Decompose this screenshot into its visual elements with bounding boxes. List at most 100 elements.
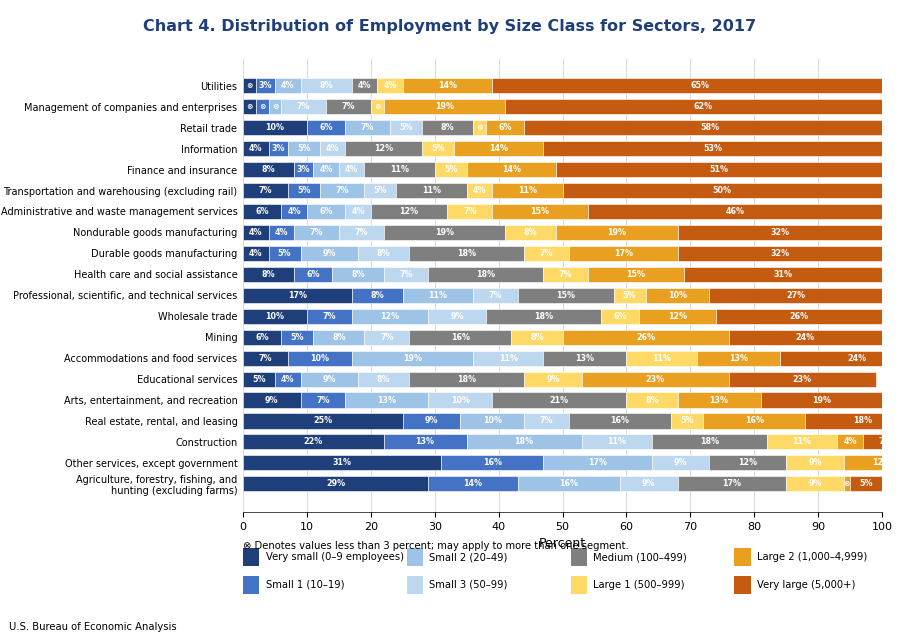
Bar	[473, 351, 544, 365]
Bar	[403, 413, 460, 429]
Text: Large 1 (500–999): Large 1 (500–999)	[593, 580, 685, 590]
Text: 3%: 3%	[297, 165, 310, 174]
Bar	[806, 413, 900, 429]
Bar	[243, 413, 403, 429]
Text: 5%: 5%	[444, 165, 457, 174]
Text: 4%: 4%	[357, 81, 371, 90]
Text: Chart 4. Distribution of Employment by Size Class for Sectors, 2017: Chart 4. Distribution of Employment by S…	[143, 19, 757, 34]
Bar	[377, 78, 403, 93]
Bar	[581, 372, 729, 387]
Text: 24%: 24%	[796, 333, 814, 342]
Bar	[652, 455, 709, 470]
Bar	[614, 288, 645, 303]
Text: 19%: 19%	[608, 228, 626, 237]
Text: 24%: 24%	[847, 354, 866, 363]
Bar	[243, 476, 428, 492]
Text: 11%: 11%	[390, 165, 410, 174]
Text: 12%: 12%	[381, 312, 400, 321]
Bar	[729, 372, 876, 387]
Text: Small 1 (10–19): Small 1 (10–19)	[266, 580, 344, 590]
Text: 14%: 14%	[502, 165, 521, 174]
Bar	[671, 413, 703, 429]
Bar	[383, 99, 505, 115]
Text: 26%: 26%	[636, 333, 655, 342]
Bar	[282, 99, 326, 115]
Bar	[352, 78, 377, 93]
Bar	[256, 99, 268, 115]
Bar	[243, 141, 268, 156]
Bar	[371, 204, 447, 219]
Bar	[767, 435, 837, 449]
Bar	[338, 225, 383, 240]
Text: 12%: 12%	[374, 144, 393, 153]
Text: 32%: 32%	[770, 228, 789, 237]
Bar	[243, 435, 383, 449]
Text: 18%: 18%	[534, 312, 553, 321]
Bar	[511, 330, 562, 345]
Text: 6%: 6%	[320, 207, 333, 216]
Text: 17%: 17%	[588, 458, 608, 467]
Text: 18%: 18%	[515, 437, 534, 447]
Text: 9%: 9%	[808, 479, 822, 488]
Bar	[364, 183, 396, 198]
Bar	[678, 476, 787, 492]
Bar	[243, 162, 294, 177]
Bar	[371, 99, 383, 115]
Bar	[352, 308, 428, 324]
Bar	[556, 225, 678, 240]
Bar	[410, 246, 524, 261]
Text: 19%: 19%	[435, 102, 454, 111]
Bar	[544, 141, 882, 156]
Bar	[268, 246, 301, 261]
Bar	[569, 413, 671, 429]
Bar	[703, 413, 806, 429]
Bar	[301, 246, 358, 261]
Text: 19%: 19%	[812, 396, 831, 404]
Text: 10%: 10%	[668, 291, 687, 300]
Bar	[288, 351, 352, 365]
Bar	[301, 78, 352, 93]
Text: 23%: 23%	[793, 374, 812, 383]
Bar	[562, 183, 882, 198]
Bar	[678, 392, 760, 408]
Text: 7%: 7%	[336, 186, 349, 195]
Bar	[390, 120, 422, 135]
Text: 32%: 32%	[770, 249, 789, 258]
Bar	[524, 120, 895, 135]
Text: 4%: 4%	[326, 144, 339, 153]
Bar	[383, 267, 428, 282]
Text: 8%: 8%	[320, 81, 333, 90]
Text: 27%: 27%	[787, 291, 806, 300]
Bar	[358, 372, 410, 387]
Text: 5%: 5%	[297, 144, 310, 153]
Bar	[467, 435, 581, 449]
Text: 8%: 8%	[377, 374, 391, 383]
Text: 4%: 4%	[345, 165, 358, 174]
Bar	[294, 267, 332, 282]
Text: 7%: 7%	[258, 354, 272, 363]
Text: 5%: 5%	[431, 144, 445, 153]
Bar	[684, 267, 882, 282]
Bar	[486, 120, 524, 135]
Bar	[473, 120, 486, 135]
Bar	[544, 351, 626, 365]
Text: Very large (5,000+): Very large (5,000+)	[757, 580, 855, 590]
Bar	[460, 413, 524, 429]
Text: 3%: 3%	[272, 144, 285, 153]
Text: 8%: 8%	[262, 165, 275, 174]
Bar	[428, 267, 544, 282]
Text: 7%: 7%	[878, 437, 892, 447]
Text: 25%: 25%	[313, 417, 332, 426]
Bar	[243, 78, 256, 93]
Bar	[352, 288, 403, 303]
Text: ⊗: ⊗	[259, 102, 266, 111]
Text: 62%: 62%	[694, 102, 713, 111]
Text: 18%: 18%	[853, 417, 872, 426]
Bar	[243, 372, 275, 387]
Bar	[524, 413, 569, 429]
Text: Very small (0–9 employees): Very small (0–9 employees)	[266, 552, 403, 563]
Text: 7%: 7%	[310, 228, 323, 237]
Text: 51%: 51%	[709, 165, 729, 174]
Bar	[454, 141, 544, 156]
Bar	[410, 372, 524, 387]
